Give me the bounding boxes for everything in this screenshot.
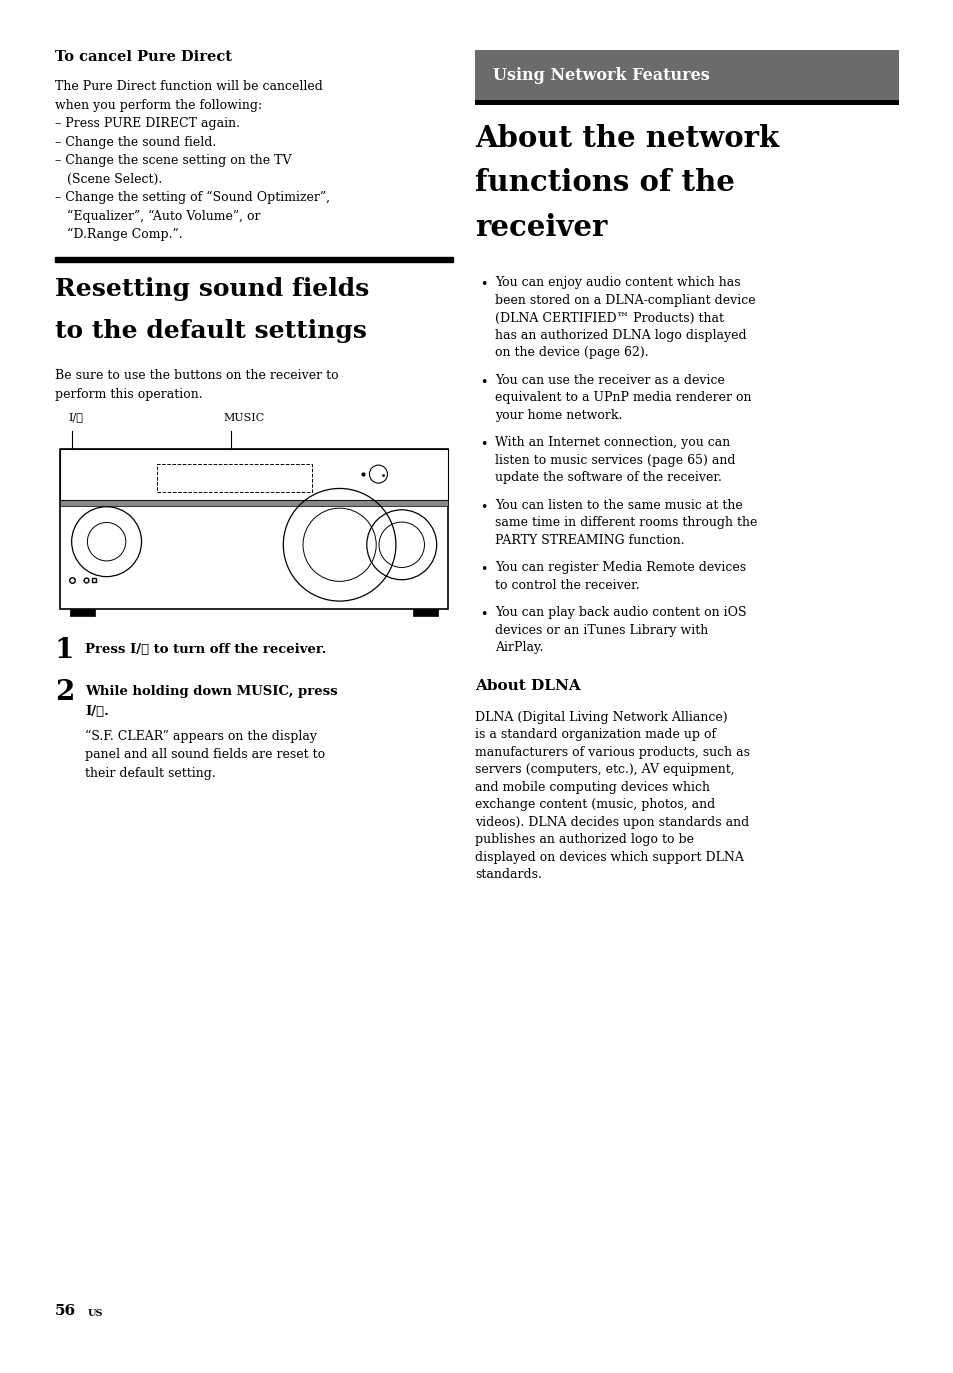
Text: You can enjoy audio content which has: You can enjoy audio content which has: [495, 276, 740, 290]
Text: – Change the setting of “Sound Optimizer”,: – Change the setting of “Sound Optimizer…: [55, 191, 330, 205]
Bar: [475, 49, 898, 100]
Bar: [60, 449, 448, 500]
Text: DLNA (Digital Living Network Alliance): DLNA (Digital Living Network Alliance): [475, 711, 727, 724]
Text: You can register Media Remote devices: You can register Media Remote devices: [495, 562, 745, 574]
Text: I/⏻: I/⏻: [68, 412, 83, 423]
Text: – Change the scene setting on the TV: – Change the scene setting on the TV: [55, 154, 292, 168]
Bar: [413, 608, 437, 615]
Text: videos). DLNA decides upon standards and: videos). DLNA decides upon standards and: [475, 816, 749, 829]
Text: 2: 2: [55, 678, 74, 706]
Bar: [60, 449, 448, 608]
Text: and mobile computing devices which: and mobile computing devices which: [475, 781, 710, 794]
Text: equivalent to a UPnP media renderer on: equivalent to a UPnP media renderer on: [495, 391, 751, 405]
Bar: [55, 257, 453, 262]
Text: (Scene Select).: (Scene Select).: [55, 173, 162, 185]
Text: their default setting.: their default setting.: [85, 766, 215, 780]
Text: publishes an authorized logo to be: publishes an authorized logo to be: [475, 833, 694, 847]
Text: With an Internet connection, you can: With an Internet connection, you can: [495, 437, 730, 449]
Text: I/⏻.: I/⏻.: [85, 704, 109, 718]
Text: •: •: [480, 501, 487, 514]
Text: AirPlay.: AirPlay.: [495, 641, 543, 655]
Text: •: •: [480, 376, 487, 389]
Text: Be sure to use the buttons on the receiver to: Be sure to use the buttons on the receiv…: [55, 369, 338, 382]
Text: •: •: [480, 279, 487, 291]
Text: listen to music services (page 65) and: listen to music services (page 65) and: [495, 454, 735, 467]
Text: displayed on devices which support DLNA: displayed on devices which support DLNA: [475, 851, 743, 864]
Text: on the device (page 62).: on the device (page 62).: [495, 346, 648, 360]
Text: – Press PURE DIRECT again.: – Press PURE DIRECT again.: [55, 117, 240, 130]
Text: functions of the: functions of the: [475, 169, 735, 198]
Text: to the default settings: to the default settings: [55, 319, 367, 343]
Text: to control the receiver.: to control the receiver.: [495, 579, 639, 592]
Text: Using Network Features: Using Network Features: [493, 66, 709, 84]
Text: MUSIC: MUSIC: [223, 412, 264, 423]
Bar: [475, 100, 898, 104]
Text: been stored on a DLNA-compliant device: been stored on a DLNA-compliant device: [495, 294, 755, 308]
Text: PARTY STREAMING function.: PARTY STREAMING function.: [495, 534, 684, 546]
Text: devices or an iTunes Library with: devices or an iTunes Library with: [495, 623, 708, 637]
Text: You can play back audio content on iOS: You can play back audio content on iOS: [495, 607, 746, 619]
Bar: [157, 464, 312, 492]
Text: your home network.: your home network.: [495, 409, 622, 422]
Bar: [60, 500, 448, 505]
Text: While holding down MUSIC, press: While holding down MUSIC, press: [85, 685, 337, 697]
Text: US: US: [88, 1308, 103, 1318]
Text: has an authorized DLNA logo displayed: has an authorized DLNA logo displayed: [495, 330, 746, 342]
Text: panel and all sound fields are reset to: panel and all sound fields are reset to: [85, 748, 325, 761]
Text: servers (computers, etc.), AV equipment,: servers (computers, etc.), AV equipment,: [475, 763, 734, 777]
Text: You can use the receiver as a device: You can use the receiver as a device: [495, 373, 724, 387]
Text: You can listen to the same music at the: You can listen to the same music at the: [495, 498, 742, 512]
Text: when you perform the following:: when you perform the following:: [55, 99, 262, 111]
Text: About the network: About the network: [475, 125, 779, 154]
Text: (DLNA CERTIFIED™ Products) that: (DLNA CERTIFIED™ Products) that: [495, 312, 723, 324]
Text: Resetting sound fields: Resetting sound fields: [55, 277, 369, 301]
Text: manufacturers of various products, such as: manufacturers of various products, such …: [475, 746, 750, 759]
Text: “S.F. CLEAR” appears on the display: “S.F. CLEAR” appears on the display: [85, 729, 316, 743]
Text: standards.: standards.: [475, 869, 541, 881]
Text: – Change the sound field.: – Change the sound field.: [55, 136, 216, 148]
Text: exchange content (music, photos, and: exchange content (music, photos, and: [475, 799, 715, 811]
Text: “D.Range Comp.”.: “D.Range Comp.”.: [55, 228, 182, 242]
Text: receiver: receiver: [475, 213, 607, 242]
Text: 1: 1: [55, 637, 74, 663]
Bar: [70, 608, 95, 615]
Text: To cancel Pure Direct: To cancel Pure Direct: [55, 49, 232, 65]
Text: perform this operation.: perform this operation.: [55, 387, 202, 401]
Text: •: •: [480, 438, 487, 452]
Text: update the software of the receiver.: update the software of the receiver.: [495, 471, 721, 485]
Text: same time in different rooms through the: same time in different rooms through the: [495, 516, 757, 530]
Text: Press I/⏻ to turn off the receiver.: Press I/⏻ to turn off the receiver.: [85, 643, 326, 655]
Text: About DLNA: About DLNA: [475, 680, 580, 693]
Text: 56: 56: [55, 1304, 76, 1318]
Text: •: •: [480, 563, 487, 577]
Text: “Equalizer”, “Auto Volume”, or: “Equalizer”, “Auto Volume”, or: [55, 210, 260, 222]
Text: is a standard organization made up of: is a standard organization made up of: [475, 729, 716, 741]
Text: The Pure Direct function will be cancelled: The Pure Direct function will be cancell…: [55, 80, 322, 93]
Text: •: •: [480, 608, 487, 622]
